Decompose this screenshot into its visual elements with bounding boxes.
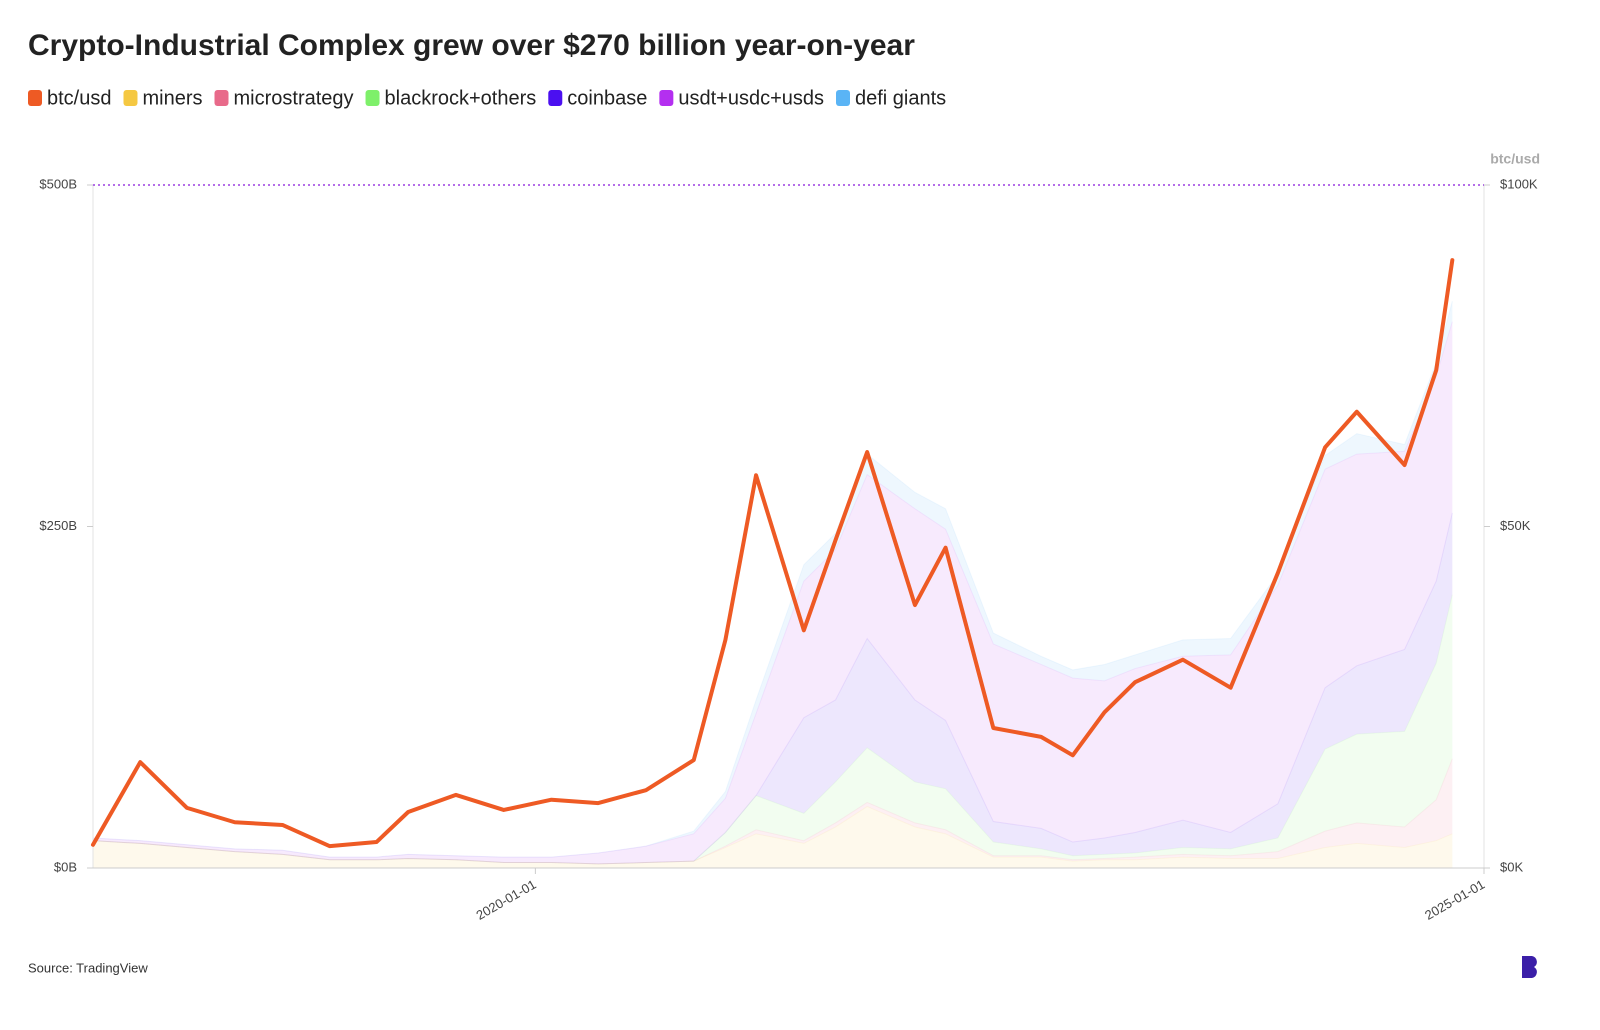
legend-swatch xyxy=(28,90,42,106)
legend-label: defi giants xyxy=(855,87,946,109)
legend-item: blackrock+others xyxy=(365,87,537,109)
y2-tick-label: $100K xyxy=(1500,176,1538,191)
legend-swatch xyxy=(365,90,380,106)
logo xyxy=(1522,956,1537,978)
area-edge xyxy=(92,805,1453,865)
legend-swatch xyxy=(548,90,563,106)
y2-tick-label: $50K xyxy=(1500,518,1531,533)
x-tick-label: 2025-01-01 xyxy=(1422,877,1487,923)
area-fill xyxy=(93,512,1453,864)
area-edge xyxy=(92,300,1453,858)
source: Source: TradingView xyxy=(28,960,148,975)
y2-tick-label: $0K xyxy=(1500,859,1523,874)
area-edge xyxy=(92,594,1453,865)
y-tick-label: $500B xyxy=(39,176,77,191)
legend-swatch xyxy=(836,90,850,106)
legend-item: miners xyxy=(123,87,203,109)
legend-item: usdt+usdc+usds xyxy=(659,87,824,109)
area-fill xyxy=(93,321,1453,864)
y2-axis-label: btc/usd xyxy=(1490,151,1540,167)
y-tick-label: $250B xyxy=(39,518,77,533)
areas xyxy=(92,300,1453,868)
area-edge xyxy=(92,758,1453,865)
legend-item: btc/usd xyxy=(28,87,111,109)
legend-label: blackrock+others xyxy=(385,87,537,109)
legend-label: microstrategy xyxy=(234,87,354,109)
y-tick-label: $0B xyxy=(54,859,77,874)
legend-item: coinbase xyxy=(548,87,647,109)
x-tick-label: 2020-01-01 xyxy=(474,877,539,923)
area-edge xyxy=(92,321,1453,858)
legend-swatch xyxy=(123,90,138,106)
legend-item: microstrategy xyxy=(214,87,354,109)
logo-mark xyxy=(1522,956,1537,978)
legend-label: coinbase xyxy=(567,87,647,109)
legend-label: btc/usd xyxy=(47,87,111,109)
area-fill xyxy=(93,594,1453,864)
legend-swatch xyxy=(214,90,229,106)
btc-line xyxy=(91,258,1455,849)
legend-swatch xyxy=(659,90,674,106)
chart-title: Crypto-Industrial Complex grew over $270… xyxy=(28,29,915,62)
legend-label: miners xyxy=(142,87,202,109)
area-edge xyxy=(92,512,1453,865)
legend-item: defi giants xyxy=(836,87,946,109)
area-fill xyxy=(93,806,1453,868)
legend-label: usdt+usdc+usds xyxy=(678,87,824,109)
